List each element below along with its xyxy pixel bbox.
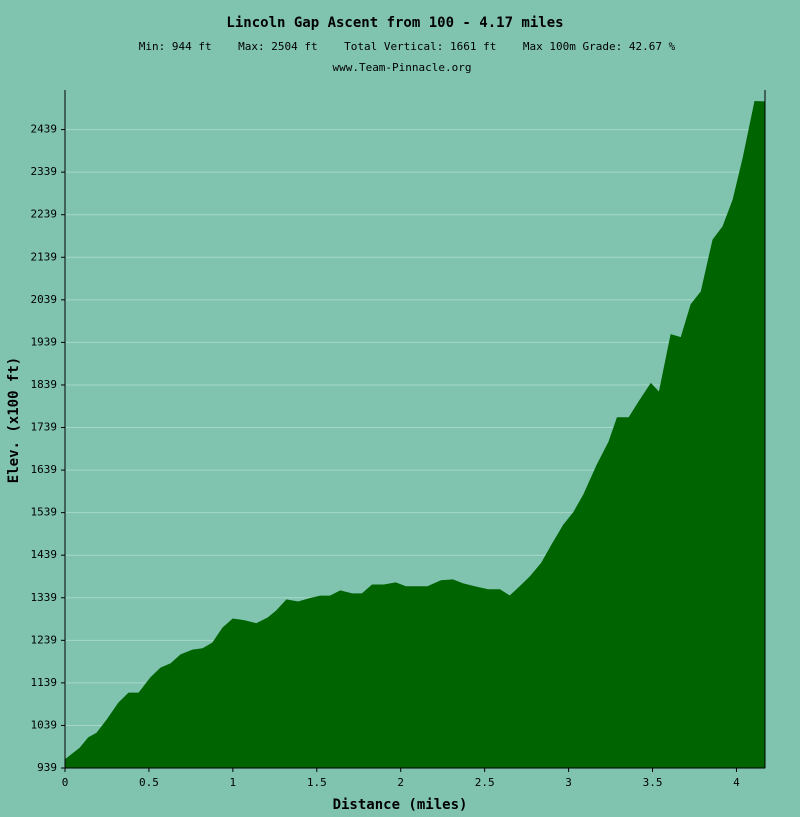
x-tick-label: 2.5 (475, 776, 495, 789)
y-tick-label: 2139 (31, 250, 58, 263)
x-tick-label: 0 (62, 776, 69, 789)
x-tick-label: 3 (565, 776, 572, 789)
y-tick-label: 1639 (31, 463, 58, 476)
x-tick-label: 1.5 (307, 776, 327, 789)
y-tick-label: 1339 (31, 591, 58, 604)
y-tick-label: 1939 (31, 335, 58, 348)
y-tick-label: 1539 (31, 506, 58, 519)
y-tick-label: 2039 (31, 293, 58, 306)
y-tick-label: 2439 (31, 123, 58, 136)
area (64, 100, 766, 769)
source: www.Team-Pinnacle.org (332, 61, 471, 74)
y-tick-label: 1139 (31, 676, 58, 689)
y-axis-title: Elev. (x100 ft) (6, 357, 22, 483)
y-tick-label: 2239 (31, 208, 58, 221)
y-tick-label: 1439 (31, 548, 58, 561)
y-tick-label: 939 (37, 761, 57, 774)
x-tick-label: 0.5 (139, 776, 159, 789)
y-tick-label: 1039 (31, 718, 58, 731)
x-tick-label: 2 (397, 776, 404, 789)
chart-title: Lincoln Gap Ascent from 100 - 4.17 miles (226, 15, 563, 31)
x-axis-title: Distance (miles) (333, 797, 468, 813)
x-tick-label: 4 (733, 776, 740, 789)
x-tick-label: 1 (230, 776, 237, 789)
y-tick-label: 1239 (31, 633, 58, 646)
y-tick-label: 2339 (31, 165, 58, 178)
chart-subtitle: Min: 944 ft Max: 2504 ft Total Vertical:… (139, 40, 676, 53)
x-tick-label: 3.5 (643, 776, 663, 789)
y-tick-label: 1739 (31, 421, 58, 434)
y-tick-label: 1839 (31, 378, 58, 391)
